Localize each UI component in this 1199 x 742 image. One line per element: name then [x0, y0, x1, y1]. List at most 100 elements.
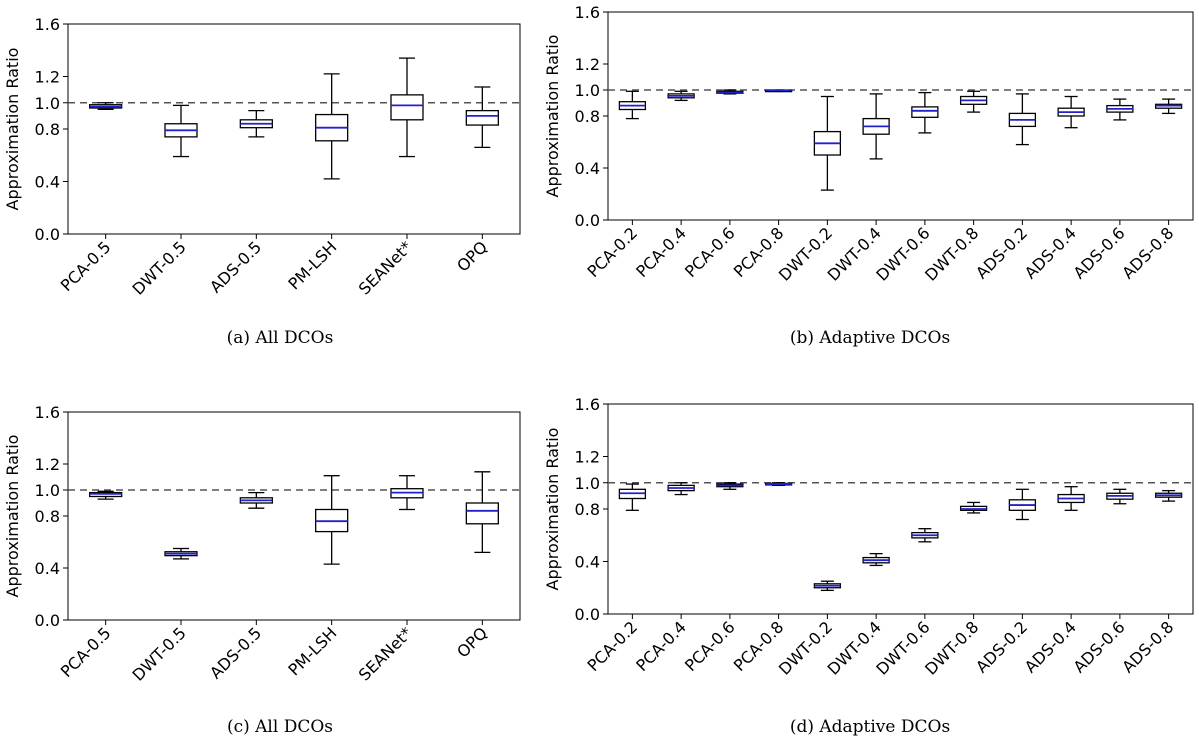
box-ads-0-6: ADS-0.6 [1070, 98, 1134, 283]
x-tick-label: ADS-0.5 [206, 237, 265, 296]
boxplot-svg: 0.0 0.4 0.8 1.0 1.2 1.6 Approximation Ratio PCA… [3, 403, 521, 685]
y-tick-label: 1.2 [35, 455, 60, 474]
box-pca-0-6: PCA-0.6 [681, 89, 744, 281]
box-pca-0-6: PCA-0.6 [681, 482, 744, 675]
x-tick-label: ADS-0.5 [206, 623, 265, 682]
box-iqr [390, 94, 424, 121]
x-tick-label: PM-LSH [284, 237, 340, 293]
box-iqr [465, 109, 499, 126]
box-ads-0-5: ADS-0.5 [206, 109, 273, 297]
chart-panel-c: 0.0 0.4 0.8 1.0 1.2 1.6 Approximation Ratio PCA… [0, 390, 530, 710]
x-tick-label: PCA-0.2 [583, 617, 641, 675]
y-axis-label: Approximation Ratio [3, 48, 22, 211]
y-tick-label: 1.2 [575, 55, 600, 74]
box-ads-0-2: ADS-0.2 [972, 488, 1037, 677]
x-tick-label: DWT-0.8 [921, 223, 982, 284]
box-dwt-0-8: DWT-0.8 [921, 90, 988, 285]
box-ads-0-2: ADS-0.2 [972, 93, 1037, 283]
y-tick-label: 1.0 [35, 94, 60, 113]
y-tick-label: 1.2 [575, 448, 600, 467]
box-iqr [465, 502, 499, 525]
y-tick-label: 1.6 [575, 3, 600, 22]
y-tick-label: 0.0 [575, 605, 600, 624]
x-tick-label: ADS-0.6 [1070, 223, 1129, 282]
box-dwt-0-2: DWT-0.2 [775, 95, 842, 285]
y-tick-label: 0.8 [575, 107, 600, 126]
x-tick-label: DWT-0.8 [921, 617, 982, 678]
x-tick-label: PCA-0.6 [681, 223, 739, 281]
box-seanet-: SEANet* [355, 475, 424, 684]
box-iqr [911, 106, 939, 118]
box-pm-lsh: PM-LSH [284, 475, 349, 679]
y-tick-label: 1.6 [575, 395, 600, 414]
x-tick-label: PCA-0.4 [632, 223, 690, 281]
boxplot-svg: 0.0 0.4 0.8 1.0 1.2 1.6 Approximation Ratio PCA… [3, 15, 521, 299]
x-tick-label: PCA-0.5 [57, 237, 115, 295]
x-tick-label: ADS-0.6 [1070, 617, 1129, 676]
caption-a: (a) All DCOs [226, 328, 334, 348]
y-tick-label: 0.8 [35, 120, 60, 139]
plot-frame [67, 411, 521, 621]
y-tick-label: 0.0 [575, 211, 600, 230]
y-tick-label: 1.0 [575, 81, 600, 100]
y-tick-label: 1.2 [35, 68, 60, 87]
box-ads-0-8: ADS-0.8 [1118, 489, 1183, 677]
boxplot-svg: 0.0 0.4 0.8 1.0 1.2 1.6 Approximation Ratio PCA… [543, 395, 1194, 679]
x-tick-label: PM-LSH [284, 623, 340, 679]
x-tick-label: ADS-0.8 [1118, 617, 1177, 676]
box-pca-0-4: PCA-0.4 [632, 482, 695, 675]
box-ads-0-5: ADS-0.5 [206, 491, 273, 683]
x-tick-label: PCA-0.4 [632, 617, 690, 675]
y-tick-label: 0.8 [35, 507, 60, 526]
caption-c: (c) All DCOs [226, 717, 334, 737]
y-tick-label: 1.6 [35, 15, 60, 34]
box-ads-0-4: ADS-0.4 [1021, 486, 1085, 677]
x-tick-label: OPQ [453, 237, 491, 275]
caption-b: (b) Adaptive DCOs [789, 328, 951, 348]
x-tick-label: ADS-0.4 [1021, 223, 1080, 282]
x-tick-label: PCA-0.6 [681, 617, 739, 675]
plot-frame [607, 11, 1194, 221]
x-tick-label: SEANet* [355, 623, 416, 684]
x-tick-label: ADS-0.8 [1118, 223, 1177, 282]
box-opq: OPQ [453, 471, 499, 661]
chart-panel-b: 0.0 0.4 0.8 1.0 1.2 1.6 Approximation Ratio PCA… [538, 0, 1198, 320]
x-tick-label: OPQ [453, 623, 491, 661]
y-tick-label: 0.4 [575, 159, 600, 178]
y-tick-label: 0.4 [35, 559, 60, 578]
y-tick-label: 0.0 [35, 611, 60, 630]
x-tick-label: SEANet* [355, 237, 416, 298]
y-tick-label: 0.4 [575, 553, 600, 572]
chart-panel-d: 0.0 0.4 0.8 1.0 1.2 1.6 Approximation Ratio PCA… [538, 390, 1198, 710]
box-pca-0-5: PCA-0.5 [57, 102, 123, 295]
y-tick-label: 0.0 [35, 225, 60, 244]
y-tick-label: 1.6 [35, 403, 60, 422]
y-axis-label: Approximation Ratio [543, 35, 562, 198]
chart-panel-a: 0.0 0.4 0.8 1.0 1.2 1.6 Approximation Ratio PCA… [0, 0, 530, 320]
y-tick-label: 0.4 [35, 173, 60, 192]
caption-d: (d) Adaptive DCOs [789, 717, 951, 737]
y-tick-label: 1.0 [35, 481, 60, 500]
box-pm-lsh: PM-LSH [284, 73, 349, 293]
plot-frame [607, 403, 1194, 615]
x-tick-label: PCA-0.5 [57, 623, 115, 681]
plot-frame [67, 23, 521, 235]
box-dwt-0-6: DWT-0.6 [872, 528, 939, 679]
box-pca-0-5: PCA-0.5 [57, 490, 123, 681]
box-dwt-0-4: DWT-0.4 [824, 93, 890, 285]
box-dwt-0-5: DWT-0.5 [129, 104, 198, 299]
box-opq: OPQ [453, 86, 499, 275]
boxplot-svg: 0.0 0.4 0.8 1.0 1.2 1.6 Approximation Ratio PCA… [543, 3, 1194, 285]
y-axis-label: Approximation Ratio [543, 428, 562, 591]
x-tick-label: ADS-0.4 [1021, 617, 1080, 676]
x-tick-label: ADS-0.2 [972, 617, 1031, 676]
box-pca-0-8: PCA-0.8 [730, 89, 793, 281]
x-tick-label: DWT-0.5 [129, 237, 190, 298]
box-pca-0-4: PCA-0.4 [632, 90, 695, 281]
box-ads-0-8: ADS-0.8 [1118, 98, 1183, 283]
x-tick-label: ADS-0.2 [972, 223, 1031, 282]
y-tick-label: 0.8 [575, 500, 600, 519]
x-tick-label: PCA-0.2 [583, 223, 641, 281]
x-tick-label: DWT-0.5 [129, 623, 190, 684]
y-axis-label: Approximation Ratio [3, 435, 22, 598]
